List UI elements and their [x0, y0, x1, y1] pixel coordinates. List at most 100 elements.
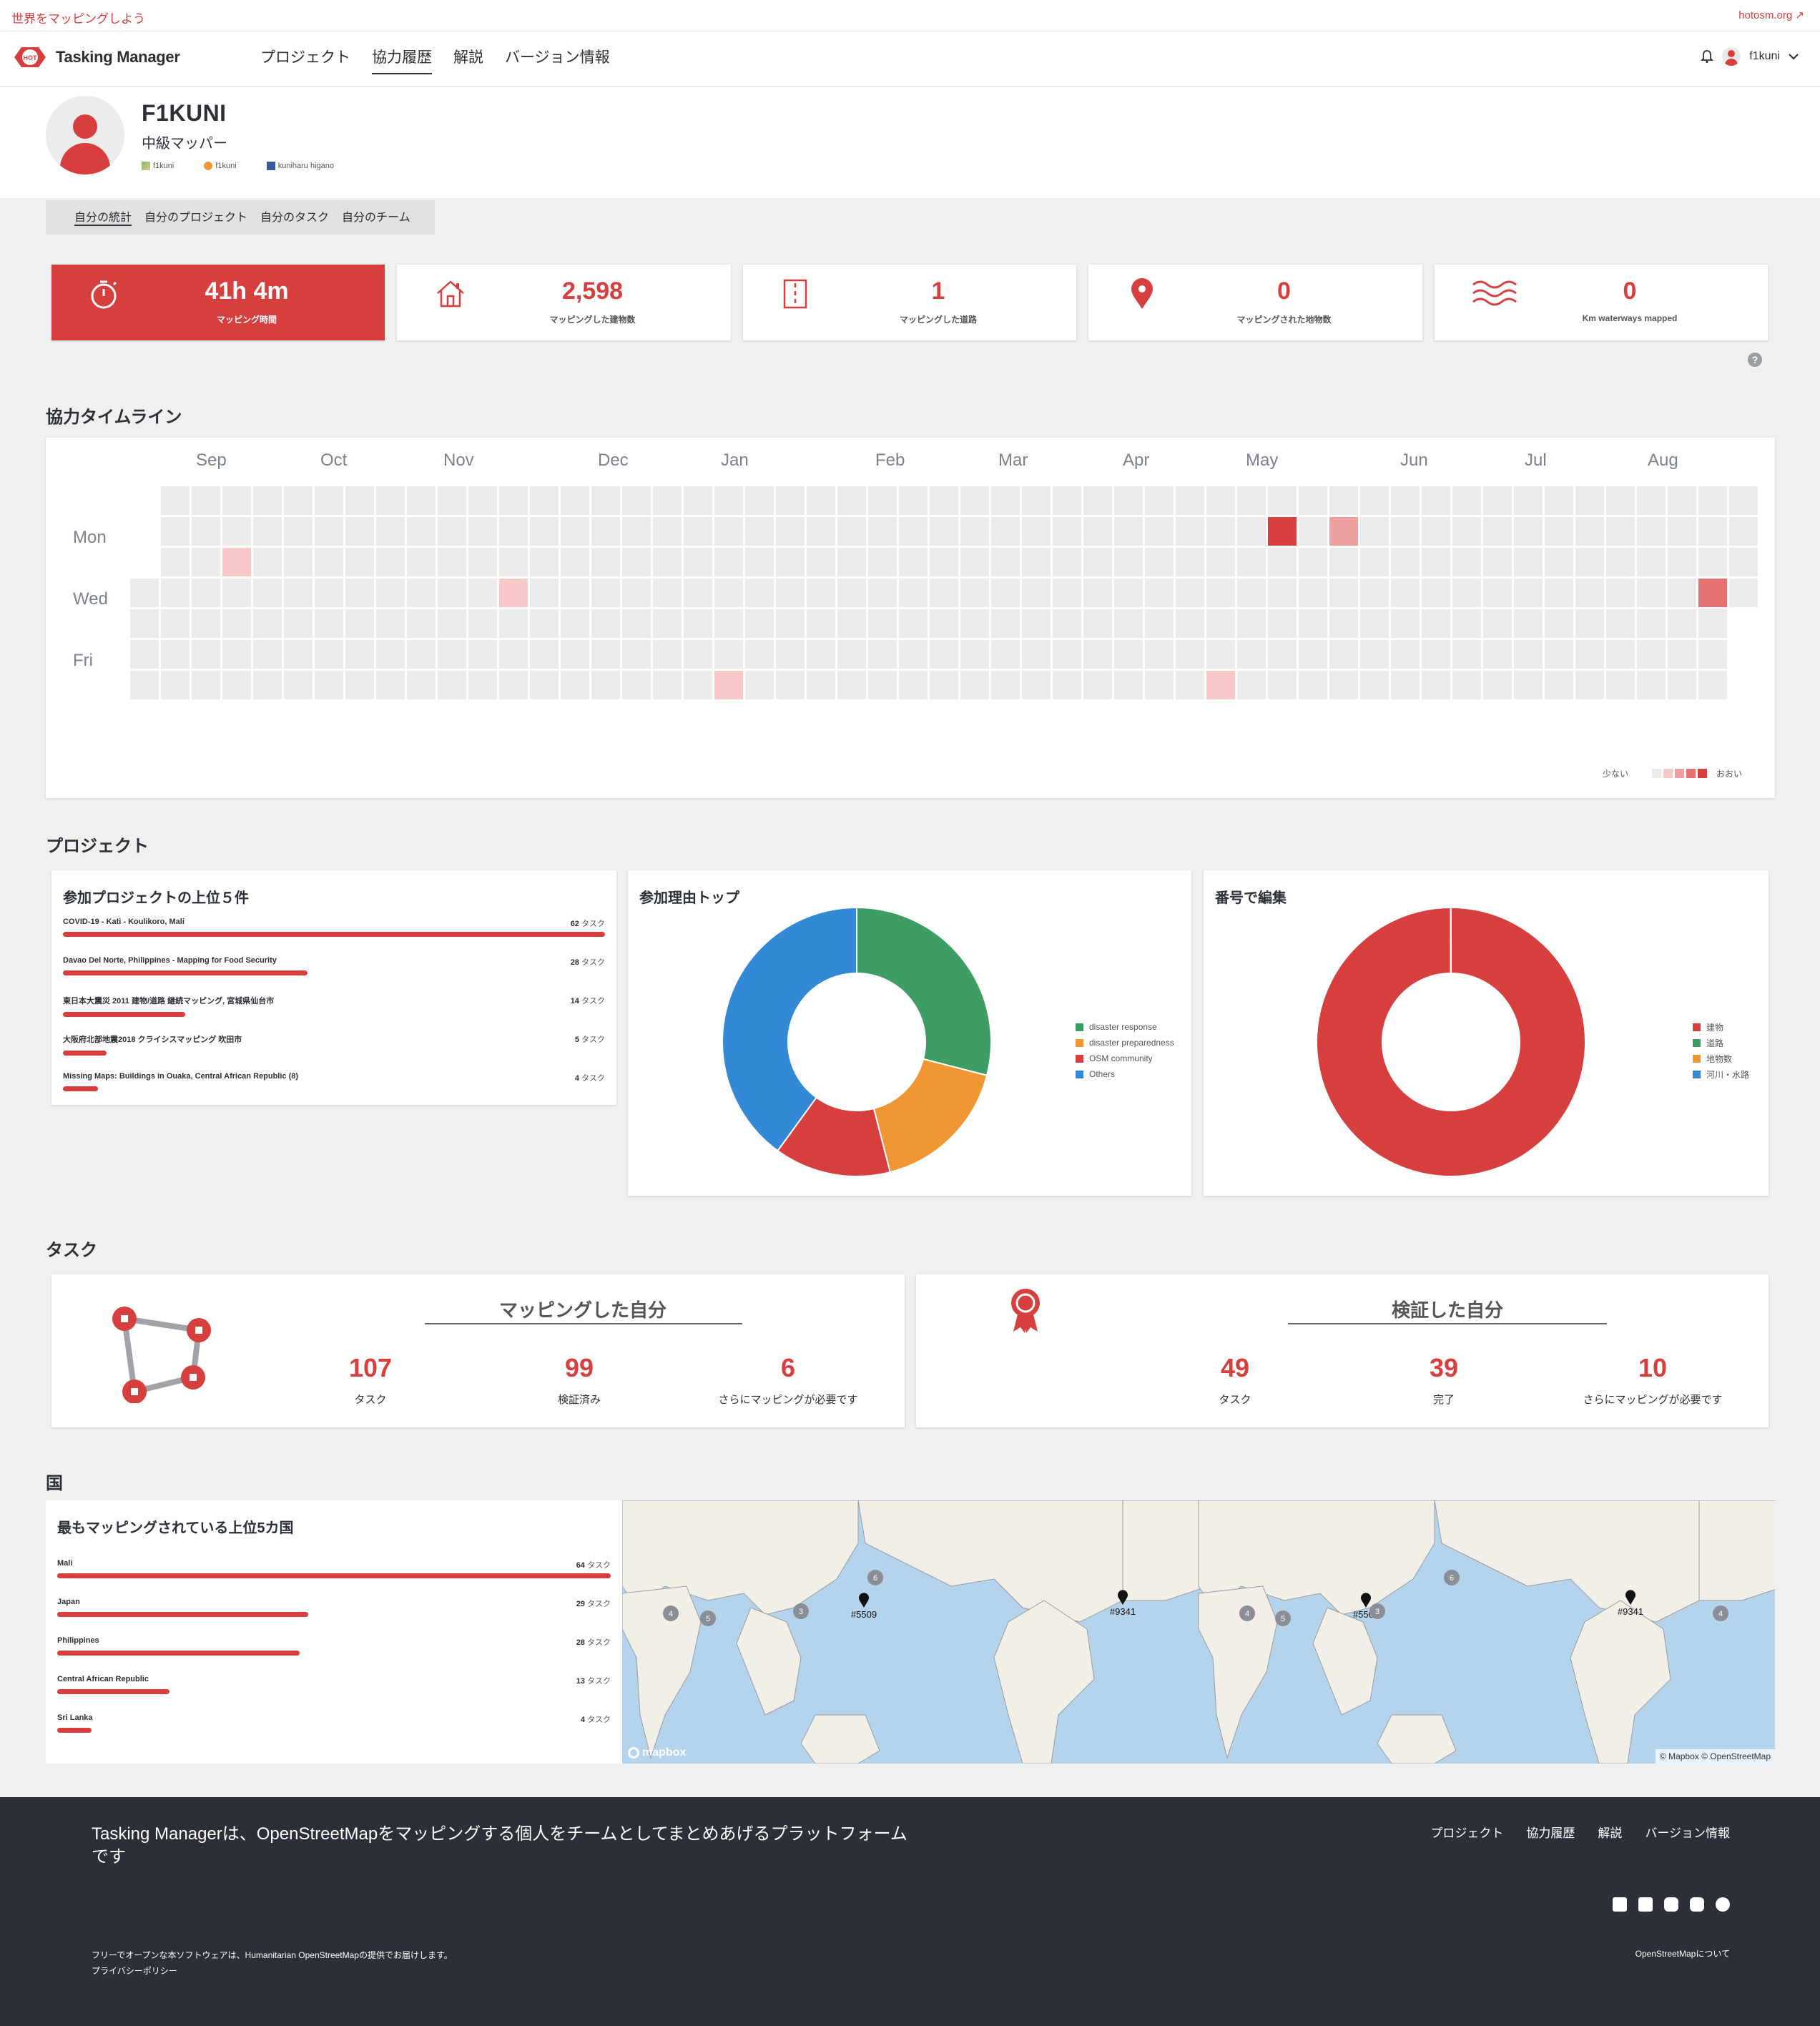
bar-list-item[interactable]: Philippines 28 タスク — [57, 1636, 611, 1656]
timeline-day-cell[interactable] — [222, 548, 251, 576]
timeline-day-cell[interactable] — [1053, 671, 1081, 699]
timeline-day-cell[interactable] — [1422, 640, 1450, 669]
timeline-day-cell[interactable] — [1022, 548, 1051, 576]
timeline-day-cell[interactable] — [1575, 671, 1604, 699]
timeline-day-cell[interactable] — [499, 517, 528, 546]
timeline-day-cell[interactable] — [1237, 579, 1266, 607]
privacy-policy-link[interactable]: プライバシーポリシー — [92, 1966, 177, 1976]
timeline-day-cell[interactable] — [499, 579, 528, 607]
timeline-day-cell[interactable] — [1514, 671, 1543, 699]
timeline-day-cell[interactable] — [1145, 486, 1174, 515]
timeline-day-cell[interactable] — [1606, 640, 1635, 669]
timeline-day-cell[interactable] — [1053, 640, 1081, 669]
timeline-day-cell[interactable] — [1360, 640, 1389, 669]
timeline-day-cell[interactable] — [1668, 640, 1696, 669]
timeline-day-cell[interactable] — [284, 579, 313, 607]
timeline-day-cell[interactable] — [530, 671, 559, 699]
timeline-day-cell[interactable] — [714, 579, 743, 607]
timeline-day-cell[interactable] — [1360, 517, 1389, 546]
timeline-day-cell[interactable] — [868, 609, 897, 638]
user-menu[interactable]: f1kuni — [1701, 47, 1799, 66]
timeline-day-cell[interactable] — [684, 609, 712, 638]
timeline-day-cell[interactable] — [1391, 517, 1420, 546]
timeline-day-cell[interactable] — [130, 609, 159, 638]
github-icon[interactable] — [1716, 1897, 1730, 1912]
timeline-day-cell[interactable] — [1114, 640, 1143, 669]
bar-list-item[interactable]: COVID-19 - Kati - Koulikoro, Mali 62 タスク — [63, 918, 605, 937]
timeline-day-cell[interactable] — [1360, 486, 1389, 515]
facebook-profile-link[interactable]: kuniharu higano — [266, 162, 334, 170]
timeline-day-cell[interactable] — [1083, 671, 1112, 699]
timeline-day-cell[interactable] — [1083, 548, 1112, 576]
timeline-day-cell[interactable] — [499, 640, 528, 669]
timeline-day-cell[interactable] — [684, 548, 712, 576]
timeline-day-cell[interactable] — [1022, 517, 1051, 546]
timeline-day-cell[interactable] — [1237, 609, 1266, 638]
timeline-day-cell[interactable] — [561, 609, 589, 638]
timeline-day-cell[interactable] — [776, 671, 805, 699]
timeline-day-cell[interactable] — [284, 486, 313, 515]
timeline-day-cell[interactable] — [776, 579, 805, 607]
legend-item[interactable]: 道路 — [1693, 1035, 1749, 1051]
timeline-day-cell[interactable] — [1545, 671, 1573, 699]
timeline-day-cell[interactable] — [1483, 486, 1512, 515]
timeline-day-cell[interactable] — [1514, 517, 1543, 546]
timeline-day-cell[interactable] — [1483, 640, 1512, 669]
timeline-day-cell[interactable] — [192, 517, 220, 546]
timeline-day-cell[interactable] — [1452, 640, 1481, 669]
nav-contributions[interactable]: 協力履歴 — [372, 46, 432, 74]
chevron-down-icon[interactable] — [1789, 53, 1799, 60]
timeline-day-cell[interactable] — [1514, 640, 1543, 669]
timeline-day-cell[interactable] — [745, 640, 774, 669]
timeline-day-cell[interactable] — [807, 671, 835, 699]
timeline-day-cell[interactable] — [407, 548, 436, 576]
timeline-day-cell[interactable] — [438, 548, 466, 576]
timeline-day-cell[interactable] — [1206, 486, 1235, 515]
timeline-day-cell[interactable] — [837, 579, 866, 607]
timeline-day-cell[interactable] — [591, 579, 620, 607]
timeline-day-cell[interactable] — [376, 671, 405, 699]
timeline-day-cell[interactable] — [653, 609, 682, 638]
timeline-day-cell[interactable] — [1391, 640, 1420, 669]
timeline-day-cell[interactable] — [837, 548, 866, 576]
timeline-day-cell[interactable] — [1329, 609, 1358, 638]
timeline-day-cell[interactable] — [1606, 548, 1635, 576]
timeline-day-cell[interactable] — [438, 579, 466, 607]
timeline-day-cell[interactable] — [222, 486, 251, 515]
timeline-day-cell[interactable] — [468, 548, 497, 576]
timeline-day-cell[interactable] — [1360, 609, 1389, 638]
timeline-day-cell[interactable] — [407, 671, 436, 699]
timeline-day-cell[interactable] — [622, 486, 651, 515]
timeline-day-cell[interactable] — [1575, 548, 1604, 576]
timeline-day-cell[interactable] — [407, 579, 436, 607]
timeline-day-cell[interactable] — [653, 671, 682, 699]
timeline-day-cell[interactable] — [1452, 579, 1481, 607]
timeline-day-cell[interactable] — [530, 548, 559, 576]
timeline-day-cell[interactable] — [1176, 548, 1204, 576]
timeline-day-cell[interactable] — [253, 486, 282, 515]
timeline-day-cell[interactable] — [1145, 640, 1174, 669]
timeline-day-cell[interactable] — [1391, 548, 1420, 576]
timeline-day-cell[interactable] — [745, 579, 774, 607]
timeline-day-cell[interactable] — [1053, 609, 1081, 638]
tab-my-stats[interactable]: 自分の統計 — [74, 207, 132, 226]
timeline-day-cell[interactable] — [438, 640, 466, 669]
timeline-day-cell[interactable] — [591, 517, 620, 546]
timeline-day-cell[interactable] — [1329, 671, 1358, 699]
timeline-day-cell[interactable] — [1729, 579, 1758, 607]
bar-list-item[interactable]: Missing Maps: Buildings in Ouaka, Centra… — [63, 1072, 605, 1091]
timeline-day-cell[interactable] — [1637, 579, 1666, 607]
timeline-day-cell[interactable] — [776, 640, 805, 669]
timeline-day-cell[interactable] — [1237, 486, 1266, 515]
timeline-day-cell[interactable] — [899, 671, 928, 699]
timeline-day-cell[interactable] — [837, 640, 866, 669]
legend-item[interactable]: 河川・水路 — [1693, 1066, 1749, 1082]
timeline-day-cell[interactable] — [807, 609, 835, 638]
timeline-day-cell[interactable] — [1698, 517, 1727, 546]
timeline-day-cell[interactable] — [1483, 579, 1512, 607]
timeline-day-cell[interactable] — [192, 579, 220, 607]
timeline-day-cell[interactable] — [315, 579, 343, 607]
timeline-day-cell[interactable] — [161, 517, 190, 546]
timeline-day-cell[interactable] — [253, 671, 282, 699]
bar-list-item[interactable]: Mali 64 タスク — [57, 1559, 611, 1578]
